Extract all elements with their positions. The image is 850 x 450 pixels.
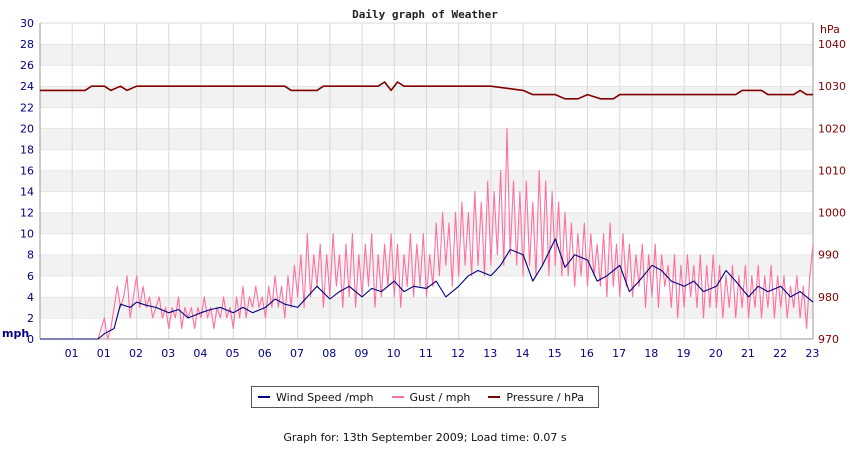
series-lines [40,81,814,340]
vertical-gridlines [71,23,782,339]
x-axis-tick-label: 17 [612,347,626,360]
x-axis-tick-label: 20 [709,347,723,360]
left-axis-tick-label: 26 [20,59,34,72]
right-axis-tick-label: 1030 [818,80,846,93]
left-axis-tick-label: 22 [20,101,34,114]
left-axis-tick-label: 0 [27,333,34,346]
legend-item-wind-speed: Wind Speed /mph [258,391,374,404]
legend-label-wind-speed: Wind Speed /mph [276,390,374,404]
x-axis-tick-label: 02 [129,347,143,360]
series-line-pressure-hpa [40,81,813,100]
legend-swatch-gust [391,396,404,398]
x-axis-tick-label: 19 [677,347,691,360]
legend-item-pressure: Pressure / hPa [488,391,584,404]
left-axis-tick-label: 6 [27,270,34,283]
left-axis-tick-label: 18 [20,143,34,156]
axes [39,23,814,340]
x-axis-tick-label: 13 [483,347,497,360]
right-axis-tick-label: 970 [818,333,839,346]
x-axis-tick-label: 10 [387,347,401,360]
left-axis-unit-label: mph [2,327,29,340]
chart-title: Daily graph of Weather [352,8,498,21]
x-axis-tick-label: 03 [161,347,175,360]
right-axis-tick-label: 990 [818,249,839,262]
right-axis-tick-label: 1010 [818,164,846,177]
left-axis-tick-label: 12 [20,207,34,220]
left-axis-tick-label: 10 [20,228,34,241]
right-axis-unit-label: hPa [820,23,840,36]
left-axis-tick-label: 24 [20,80,34,93]
tick-labels: 0246810121416182022242628309709809901000… [20,17,846,360]
right-axis-tick-label: 1040 [818,38,846,51]
footer-status-text: Graph for: 13th September 2009; Load tim… [283,431,567,444]
left-axis-tick-label: 28 [20,38,34,51]
x-axis-tick-label: 15 [548,347,562,360]
left-axis-tick-label: 14 [20,186,34,199]
chart-legend: Wind Speed /mph Gust / mph Pressure / hP… [251,386,599,408]
x-axis-tick-label: 21 [741,347,755,360]
left-axis-tick-label: 16 [20,164,34,177]
x-axis-tick-label: 07 [290,347,304,360]
x-axis-tick-label: 05 [226,347,240,360]
x-axis-tick-label: 01 [65,347,79,360]
x-axis-tick-label: 12 [451,347,465,360]
x-axis-tick-label: 23 [805,347,819,360]
x-axis-tick-label: 22 [773,347,787,360]
right-axis-tick-label: 980 [818,291,839,304]
x-axis-tick-label: 16 [580,347,594,360]
left-axis-tick-label: 8 [27,249,34,262]
series-line-wind-speed-mph [40,238,814,340]
legend-item-gust: Gust / mph [391,390,471,404]
x-axis-tick-label: 01 [97,347,111,360]
x-axis-tick-label: 08 [322,347,336,360]
x-axis-tick-label: 18 [644,347,658,360]
x-axis-tick-label: 09 [354,347,368,360]
legend-label-gust: Gust / mph [409,390,471,404]
x-axis-tick-label: 04 [193,347,207,360]
left-axis-tick-label: 30 [20,17,34,30]
left-axis-tick-label: 2 [27,312,34,325]
legend-label-pressure: Pressure / hPa [506,390,584,404]
series-line-gust-mph [40,127,814,340]
right-axis-tick-label: 1000 [818,207,846,220]
x-axis-tick-label: 06 [258,347,272,360]
left-axis-tick-label: 4 [27,291,34,304]
x-axis-tick-label: 14 [515,347,529,360]
right-axis-tick-label: 1020 [818,122,846,135]
left-axis-tick-label: 20 [20,122,34,135]
x-axis-tick-label: 11 [419,347,433,360]
legend-swatch-wind-speed [258,396,270,398]
legend-swatch-pressure [488,396,501,398]
